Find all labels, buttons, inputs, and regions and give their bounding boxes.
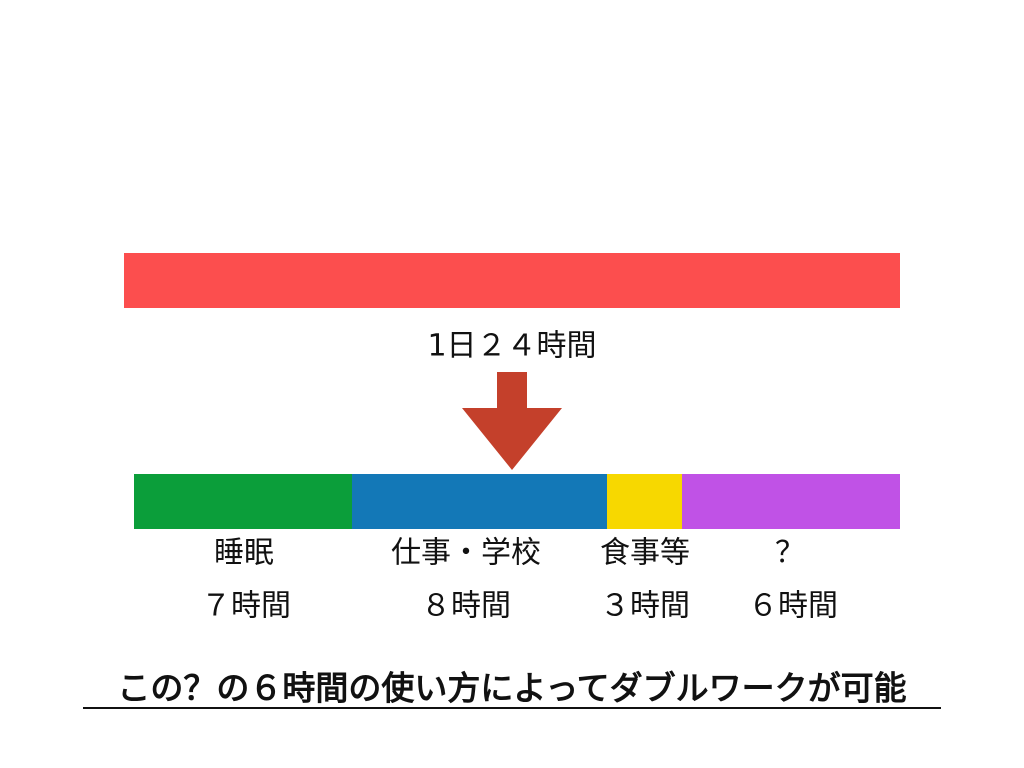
arrow: [462, 372, 562, 470]
segment-label: 仕事・学校: [391, 536, 541, 571]
segment-sleep: [134, 474, 353, 529]
segment-hours: ６時間: [748, 589, 838, 624]
total-label: 1日２４時間: [427, 329, 596, 364]
segment-label: 食事等: [600, 536, 690, 571]
segment-hours: ３時間: [600, 589, 690, 624]
segment-label: 睡眠: [214, 536, 274, 571]
conclusion: この？の６時間の使い方によってダブルワークが可能: [117, 669, 906, 708]
segment-meal: [607, 474, 683, 529]
day-bar: [124, 253, 900, 308]
segment-hours: ８時間: [421, 589, 511, 624]
segment-label: ？: [775, 536, 805, 571]
segment-work: [352, 474, 608, 529]
segment-free: [682, 474, 900, 529]
segment-hours: ７時間: [201, 589, 291, 624]
